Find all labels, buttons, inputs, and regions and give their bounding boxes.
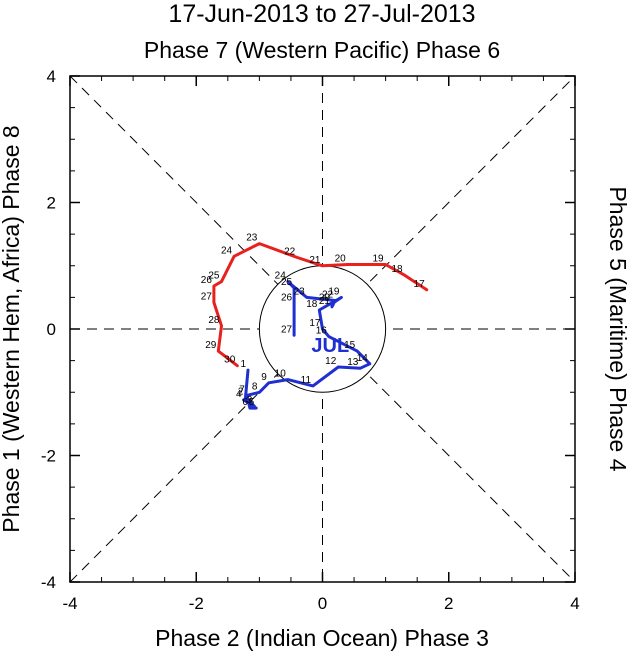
x-tick-label: -2 [189, 594, 204, 613]
day-label: 26 [201, 275, 213, 286]
day-label: 3 [247, 395, 253, 406]
day-label: 1 [240, 359, 246, 370]
y-tick-label: -2 [41, 447, 56, 466]
day-label: 2 [238, 386, 244, 397]
day-label: 16 [316, 326, 328, 337]
top-phase-label: Phase 7 (Western Pacific) Phase 6 [144, 37, 500, 63]
day-label: 24 [221, 245, 233, 256]
right-phase-label: Phase 5 (Maritime) Phase 4 [605, 186, 628, 471]
day-label: 5 [249, 397, 255, 408]
day-label: 19 [328, 286, 340, 297]
day-label: 15 [344, 340, 356, 351]
day-label: 12 [325, 356, 337, 367]
day-label: 22 [322, 290, 334, 301]
bottom-phase-label: Phase 2 (Indian Ocean) Phase 3 [155, 625, 489, 651]
day-label: 29 [205, 340, 217, 351]
day-label: 17 [309, 318, 321, 329]
day-label: 25 [208, 271, 220, 282]
y-tick-label: 0 [47, 320, 56, 339]
y-tick-label: 4 [47, 67, 56, 86]
day-label: 27 [201, 291, 213, 302]
x-tick-label: 4 [570, 594, 579, 613]
day-label: 22 [284, 247, 296, 258]
day-label: 8 [252, 381, 258, 392]
left-phase-label: Phase 1 (Western Hem, Africa) Phase 8 [0, 125, 24, 532]
day-label: 17 [414, 279, 426, 290]
y-tick-label: -4 [41, 573, 56, 592]
day-label: 14 [357, 353, 369, 364]
day-label: 9 [261, 372, 267, 383]
plot-area: -4-4-2-200224417181920212223242526272829… [41, 67, 580, 613]
day-label: 10 [275, 369, 287, 380]
day-label: 28 [208, 315, 220, 326]
x-tick-label: 0 [318, 594, 327, 613]
month-label: JUL [311, 335, 349, 357]
day-label: 27 [281, 324, 293, 335]
day-label: 13 [347, 357, 359, 368]
day-label: 6 [242, 397, 248, 408]
day-label: 20 [335, 253, 347, 264]
day-label: 19 [373, 253, 385, 264]
day-label: 18 [391, 264, 403, 275]
day-label: 24 [275, 271, 287, 282]
day-label: 20 [319, 293, 331, 304]
day-label: 25 [281, 277, 293, 288]
series-line-june [212, 242, 429, 368]
y-tick-label: 2 [47, 194, 56, 213]
day-label: 7 [239, 384, 245, 395]
day-label: 21 [309, 255, 321, 266]
day-label: 26 [281, 293, 293, 304]
x-tick-label: 2 [444, 594, 453, 613]
day-label: 4 [236, 389, 242, 400]
day-label: 11 [301, 375, 312, 386]
day-label: 23 [294, 286, 306, 297]
day-label: 30 [224, 355, 236, 366]
day-label: 18 [306, 299, 318, 310]
day-label: 23 [246, 233, 258, 244]
chart-title: 17-Jun-2013 to 27-Jul-2013 [168, 0, 475, 28]
series-line-july [242, 280, 372, 410]
day-label: 21 [319, 296, 331, 307]
x-tick-label: -4 [62, 594, 77, 613]
